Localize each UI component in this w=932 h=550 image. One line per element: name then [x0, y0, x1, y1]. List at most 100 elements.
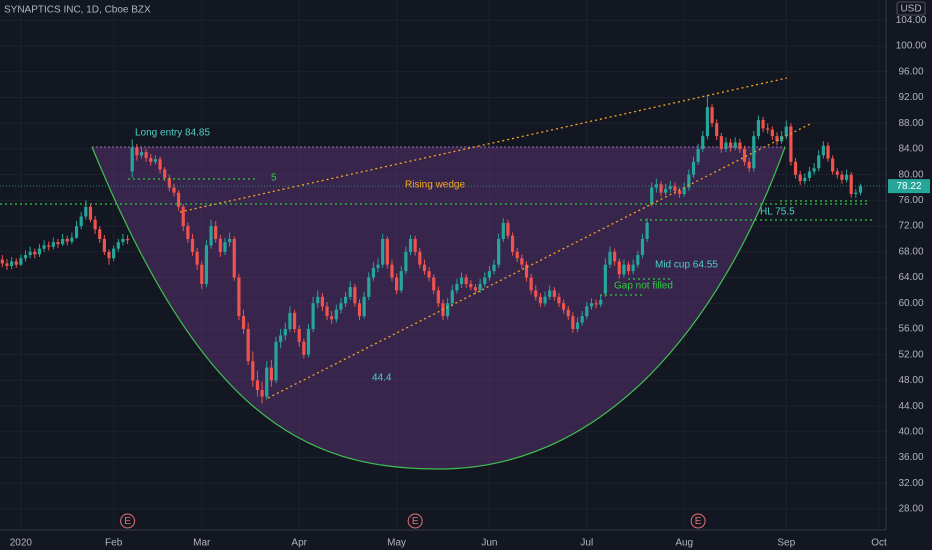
candle-body [599, 300, 603, 305]
candle-body [742, 148, 747, 162]
candle-body [710, 107, 714, 124]
annotation: 5 [271, 173, 277, 184]
candle-body [348, 287, 352, 297]
y-tick-label: 96.00 [898, 66, 923, 77]
y-tick-label: 64.00 [898, 272, 923, 283]
candle-body [51, 242, 55, 247]
candle-body [0, 259, 4, 264]
candle-body [844, 174, 849, 180]
candle-body [241, 316, 246, 329]
candle-body [729, 142, 733, 148]
candle-body [371, 267, 376, 278]
candle-body [835, 171, 839, 175]
candle-body [237, 277, 241, 317]
candle-body [673, 186, 677, 191]
wedge-lower [267, 123, 811, 399]
x-tick-label: 2020 [10, 538, 33, 549]
candle-body [334, 309, 338, 320]
x-tick-label: May [387, 538, 406, 549]
candle-body [302, 341, 306, 355]
candle-body [283, 328, 287, 336]
candle-body [571, 316, 575, 329]
candle-body [677, 190, 682, 194]
axes: 28.00 32.00 36.00 40.00 44.00 48.00 52.00 56.00… [10, 15, 930, 549]
candle-body [691, 161, 696, 175]
candle-body [306, 328, 311, 355]
candle-body [497, 238, 501, 265]
last-price-label: 78.22 [896, 181, 921, 192]
candle-body [413, 238, 417, 252]
candle-body [381, 238, 385, 265]
candle-body [404, 251, 408, 272]
candle-body [478, 283, 482, 291]
candle-body [408, 238, 413, 252]
candle-body [47, 245, 51, 247]
candle-body [524, 264, 529, 278]
y-tick-label: 56.00 [898, 324, 923, 335]
candle-body [112, 248, 116, 259]
annotations: Long entry 84.85 5 Rising wedge 44.4 Mid cup… [135, 128, 795, 384]
y-tick-label: 104.00 [896, 15, 927, 26]
x-tick-label: Jul [580, 538, 593, 549]
candle-body [5, 263, 9, 266]
candle-body [209, 226, 213, 246]
x-tick-label: Oct [871, 538, 887, 549]
candle-body [520, 258, 524, 265]
candle-body [650, 187, 654, 204]
y-tick-label: 68.00 [898, 246, 923, 257]
candle-body [228, 238, 232, 243]
candle-body [186, 226, 190, 239]
currency: USD [900, 4, 921, 15]
candle-body [566, 309, 570, 317]
y-tick-label: 60.00 [898, 298, 923, 309]
candle-body [817, 155, 821, 169]
candle-body [510, 235, 515, 252]
candle-body [812, 168, 816, 172]
annotation: HL 75.5 [760, 207, 795, 218]
candle-body [761, 120, 765, 129]
cup-curve [91, 146, 786, 470]
candle-body [831, 158, 835, 172]
candle-body [130, 147, 134, 172]
candle-body [798, 174, 802, 182]
candle-body [325, 306, 329, 317]
candle-body [33, 251, 37, 255]
candle-body [376, 264, 380, 268]
candle-body [279, 335, 283, 342]
earnings-marker [690, 513, 706, 529]
candle-body [385, 238, 389, 265]
candle-body [9, 261, 14, 266]
y-tick-label: 100.00 [896, 41, 927, 52]
candle-body [357, 303, 362, 317]
candle-body [594, 303, 598, 305]
candle-body [724, 142, 728, 149]
candle-body [190, 238, 195, 252]
candle-body [645, 222, 649, 239]
candle-body [603, 264, 607, 294]
candle-body [390, 264, 394, 278]
candle-body [654, 184, 658, 188]
candle-body [733, 142, 737, 148]
candle-body [501, 222, 505, 239]
candle-body [784, 126, 788, 137]
candle-body [139, 152, 144, 156]
x-tick-label: Feb [105, 538, 123, 549]
candle-body [172, 187, 176, 193]
candle-body [719, 136, 723, 149]
candle-body [316, 296, 320, 304]
candle-body [807, 171, 812, 178]
candle-body [659, 184, 663, 193]
candle-body [320, 296, 324, 307]
candle-body [399, 271, 403, 291]
earnings-label: E [695, 516, 702, 527]
candle-body [65, 238, 69, 242]
candle-body [450, 290, 454, 304]
candle-body [79, 216, 83, 227]
x-tick-label: Sep [777, 538, 795, 549]
candle-body [534, 290, 538, 297]
candle-body [640, 238, 645, 256]
candle-body [483, 277, 487, 284]
y-tick-label: 76.00 [898, 195, 923, 206]
candle-body [395, 277, 399, 291]
annotation: Long entry 84.85 [135, 128, 210, 139]
